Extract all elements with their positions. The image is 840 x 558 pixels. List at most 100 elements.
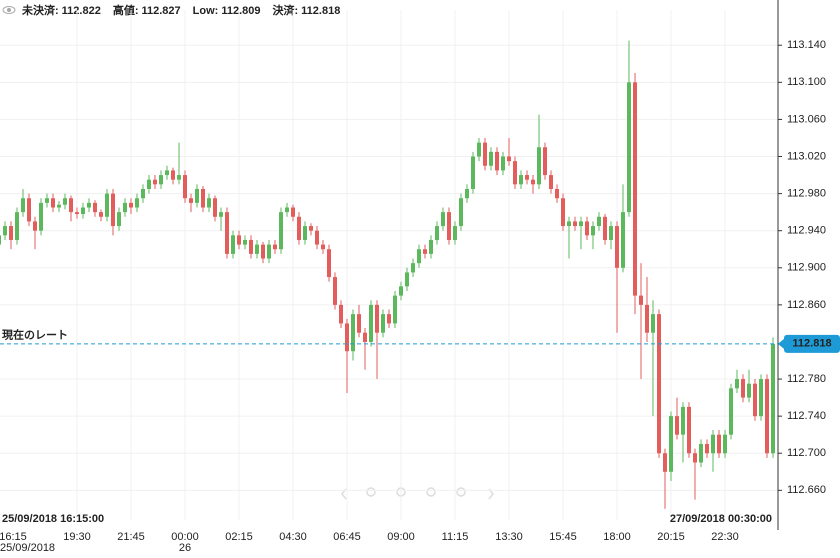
header-value: 112.827 bbox=[142, 5, 181, 17]
x-tick-label: 18:00 bbox=[603, 531, 631, 543]
candle-body bbox=[225, 212, 229, 254]
x-tick-label: 00:00 bbox=[171, 531, 199, 543]
x-tick-label: 09:00 bbox=[387, 531, 415, 543]
candle-body bbox=[81, 207, 85, 214]
x-tick-label: 16:15 bbox=[0, 531, 27, 543]
candle-body bbox=[45, 198, 49, 203]
y-tick-label: 112.860 bbox=[787, 299, 826, 311]
candle-body bbox=[561, 198, 565, 227]
candle-body bbox=[207, 198, 211, 208]
candle-body bbox=[177, 175, 181, 180]
candle-body bbox=[651, 314, 655, 333]
candle-body bbox=[675, 416, 679, 435]
y-tick-label: 112.740 bbox=[787, 410, 826, 422]
candle-body bbox=[771, 343, 775, 454]
y-tick-label: 112.900 bbox=[787, 262, 826, 274]
eye-icon[interactable] bbox=[2, 6, 16, 14]
candle-body bbox=[117, 212, 121, 227]
y-tick-label: 112.940 bbox=[787, 225, 826, 237]
candle-body bbox=[183, 175, 187, 199]
candle-body bbox=[447, 212, 451, 240]
candle-body bbox=[609, 226, 613, 240]
header-value: 112.822 bbox=[62, 5, 101, 17]
candle-body bbox=[501, 156, 505, 171]
candle-body bbox=[285, 207, 289, 213]
x-tick-label: 15:45 bbox=[549, 531, 577, 543]
candle-body bbox=[411, 263, 415, 273]
x-day-label: 25/09/2018 bbox=[0, 542, 55, 554]
candle-body bbox=[87, 202, 91, 208]
candle-body bbox=[279, 212, 283, 250]
candle-body bbox=[75, 212, 79, 214]
candle-body bbox=[351, 314, 355, 352]
crosshair-label: 27/09/2018 00:30:00 bbox=[670, 513, 772, 525]
candle-body bbox=[699, 443, 703, 463]
candle-body bbox=[405, 272, 409, 287]
candle-body bbox=[459, 198, 463, 227]
current-box bbox=[784, 334, 840, 353]
candle-body bbox=[591, 226, 595, 236]
candle-body bbox=[393, 295, 397, 324]
current-value: 112.818 bbox=[792, 338, 831, 350]
candle-body bbox=[63, 198, 67, 205]
candle-body bbox=[21, 198, 25, 213]
candle-body bbox=[729, 388, 733, 435]
candle-body bbox=[243, 239, 247, 245]
candle-body bbox=[291, 207, 295, 217]
candle-body bbox=[753, 383, 757, 417]
candle-body bbox=[333, 277, 337, 305]
x-day-label: 26 bbox=[179, 542, 191, 554]
candle-body bbox=[33, 221, 37, 231]
candle-body bbox=[471, 156, 475, 189]
candle-body bbox=[645, 304, 649, 333]
candle-body bbox=[537, 147, 541, 185]
candle-body bbox=[489, 151, 493, 166]
y-tick-label: 112.660 bbox=[787, 484, 826, 496]
candle-body bbox=[135, 198, 139, 208]
y-tick-label: 112.980 bbox=[787, 188, 826, 200]
current-label: 現在のレート bbox=[2, 328, 68, 342]
candle-body bbox=[297, 216, 301, 240]
candle-body bbox=[189, 198, 193, 203]
y-tick-label: 113.060 bbox=[787, 113, 826, 125]
candle-body bbox=[465, 188, 469, 199]
candle-body bbox=[513, 161, 517, 185]
candle-body bbox=[345, 323, 349, 352]
candle-body bbox=[531, 179, 535, 185]
candle-body bbox=[303, 226, 307, 240]
candle-body bbox=[129, 202, 133, 208]
y-tick-label: 112.780 bbox=[787, 373, 826, 385]
candle-body bbox=[657, 314, 661, 454]
candle-body bbox=[543, 147, 547, 176]
candle-body bbox=[585, 221, 589, 236]
candle-body bbox=[429, 239, 433, 254]
y-tick-label: 113.100 bbox=[787, 76, 826, 88]
candle-body bbox=[495, 151, 499, 171]
candle-body bbox=[669, 416, 673, 472]
y-tick-label: 112.700 bbox=[787, 447, 826, 459]
y-tick-label: 113.140 bbox=[787, 39, 826, 51]
candle-body bbox=[309, 226, 313, 231]
candle-body bbox=[93, 202, 97, 213]
candle-body bbox=[687, 406, 691, 454]
candle-body bbox=[525, 175, 529, 180]
candle-body bbox=[759, 379, 763, 417]
candle-body bbox=[153, 179, 157, 185]
candle-body bbox=[0, 235, 1, 245]
x-tick-label: 19:30 bbox=[63, 531, 91, 543]
candle-body bbox=[57, 204, 61, 208]
candle-body bbox=[381, 314, 385, 333]
candle-body bbox=[417, 249, 421, 264]
header-label: 決済: bbox=[272, 3, 298, 17]
candle-body bbox=[621, 212, 625, 268]
candle-body bbox=[267, 244, 271, 259]
x-tick-label: 02:15 bbox=[225, 531, 253, 543]
current-pointer bbox=[778, 338, 784, 349]
candle-body bbox=[579, 221, 583, 227]
candle-body bbox=[603, 216, 607, 240]
candle-body bbox=[435, 226, 439, 240]
candle-body bbox=[249, 239, 253, 254]
candle-body bbox=[237, 235, 241, 245]
candle-body bbox=[711, 434, 715, 454]
candle-body bbox=[105, 193, 109, 217]
